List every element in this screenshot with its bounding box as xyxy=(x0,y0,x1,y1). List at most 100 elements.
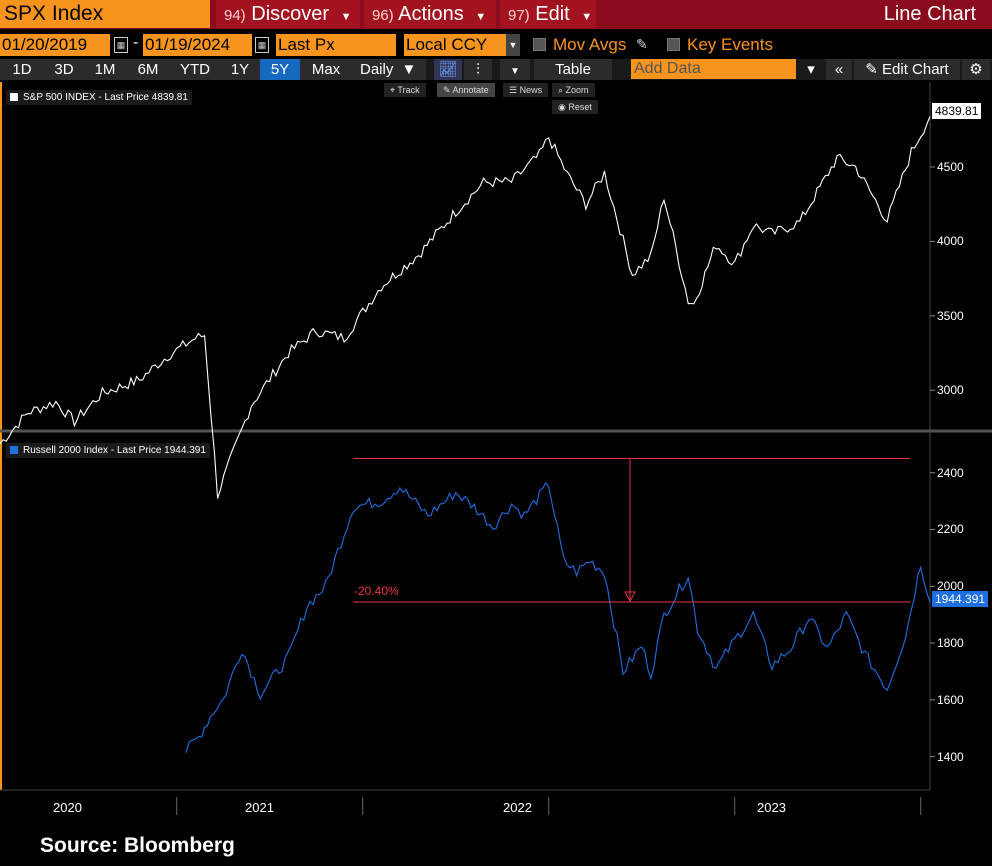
rty-y-tick-label: 1600 xyxy=(937,692,964,707)
key-events-label[interactable]: Key Events xyxy=(687,35,773,54)
chart-type-dropdown[interactable]: ▼ xyxy=(500,59,530,80)
spx-last-price-tag: 4839.81 xyxy=(932,103,982,119)
pencil-icon[interactable]: ✎ xyxy=(636,36,648,52)
actions-menu-number: 96) xyxy=(372,7,394,24)
controls-row: 01/20/2019 ▦ - 01/19/2024 ▦ Last Px Loca… xyxy=(0,34,992,58)
mov-avgs-checkbox[interactable] xyxy=(533,38,546,51)
edit-menu-number: 97) xyxy=(508,7,530,24)
period-1m[interactable]: 1M xyxy=(84,59,126,80)
rty-y-tick-label: 2200 xyxy=(937,522,964,537)
track-button[interactable]: ⌖ Track xyxy=(384,83,426,97)
edit-chart-label: Edit Chart xyxy=(882,61,949,78)
edit-chart-button[interactable]: ✎ Edit Chart xyxy=(854,59,960,80)
ohlc-icon: ⫶ xyxy=(476,61,480,78)
period-max[interactable]: Max xyxy=(300,59,352,80)
x-tick-2020: 2020 xyxy=(53,800,82,815)
chart-area[interactable] xyxy=(0,82,992,822)
news-label: News xyxy=(519,85,543,95)
chevron-down-icon: ▼ xyxy=(475,11,487,23)
spx-legend: S&P 500 INDEX - Last Price 4839.81 xyxy=(6,90,192,105)
actions-menu-label: Actions xyxy=(398,3,464,25)
pencil-icon: ✎ xyxy=(865,61,878,78)
reset-label: Reset xyxy=(568,102,592,112)
pencil-icon: ✎ xyxy=(443,85,453,95)
news-button[interactable]: ☰ News xyxy=(503,83,549,97)
collapse-button[interactable]: « xyxy=(826,59,852,80)
reset-button[interactable]: ◉ Reset xyxy=(552,100,598,114)
zoom-button[interactable]: ⌕ Zoom xyxy=(552,83,595,97)
period-ytd[interactable]: YTD xyxy=(170,59,220,80)
period-6m[interactable]: 6M xyxy=(126,59,170,80)
discover-menu-number: 94) xyxy=(224,7,246,24)
line-chart-icon: 📈︎ xyxy=(438,61,458,78)
filter-button[interactable]: ▾ xyxy=(800,59,822,80)
rty-y-tick-label: 1400 xyxy=(937,749,964,764)
annotate-button[interactable]: ✎ Annotate xyxy=(437,83,495,97)
add-data-input[interactable]: Add Data xyxy=(631,59,796,79)
chevron-down-icon: ▼ xyxy=(508,40,518,50)
spx-y-tick-label: 4000 xyxy=(937,234,964,249)
spx-price-line xyxy=(0,116,931,499)
calendar-icon[interactable]: ▦ xyxy=(114,37,128,53)
drawdown-label: -20.40% xyxy=(354,584,399,598)
reset-icon: ◉ xyxy=(558,102,569,112)
start-date-input[interactable]: 01/20/2019 xyxy=(0,34,110,56)
filter-icon: ▾ xyxy=(807,61,815,78)
bar-chart-button[interactable]: ⫶ xyxy=(464,59,492,80)
end-date-input[interactable]: 01/19/2024 xyxy=(143,34,252,56)
rty-y-tick-label: 2400 xyxy=(937,465,964,480)
drawdown-arrow-head xyxy=(624,591,636,603)
frequency-select[interactable]: Daily ▼ xyxy=(352,59,426,80)
x-tick-2022: 2022 xyxy=(503,800,532,815)
security-field[interactable]: SPX Index xyxy=(0,0,210,28)
edit-menu[interactable]: 97) Edit ▼ xyxy=(500,0,596,28)
rty-last-price-tag: 1944.391 xyxy=(932,591,989,607)
zoom-label: Zoom xyxy=(565,85,589,95)
rty-legend-swatch xyxy=(10,446,18,454)
title-bar: SPX Index 94) Discover ▼ 96) Actions ▼ 9… xyxy=(0,0,992,29)
spx-y-tick-label: 4500 xyxy=(937,159,964,174)
view-title: Line Chart xyxy=(883,3,976,25)
discover-menu[interactable]: 94) Discover ▼ xyxy=(216,0,360,28)
chevron-down-icon: ▼ xyxy=(401,61,417,78)
news-icon: ☰ xyxy=(509,85,520,95)
chevron-down-icon: ▼ xyxy=(581,11,593,23)
x-tick-2023: 2023 xyxy=(757,800,786,815)
magnifier-icon: ⌕ xyxy=(558,85,566,95)
source-footer: Source: Bloomberg xyxy=(40,834,235,857)
period-3d[interactable]: 3D xyxy=(44,59,84,80)
rty-legend-text: Russell 2000 Index - Last Price 1944.391 xyxy=(23,445,206,456)
spx-y-tick-label: 3000 xyxy=(937,383,964,398)
table-button[interactable]: Table xyxy=(534,59,612,80)
field-select[interactable]: Last Px xyxy=(276,34,396,56)
frequency-label: Daily xyxy=(360,61,394,78)
x-tick-2021: 2021 xyxy=(245,800,274,815)
actions-menu[interactable]: 96) Actions ▼ xyxy=(364,0,496,28)
rty-price-line xyxy=(185,481,931,753)
edit-menu-label: Edit xyxy=(535,3,570,25)
double-chevron-left-icon: « xyxy=(834,61,844,78)
rty-y-tick-label: 2000 xyxy=(937,579,964,594)
calendar-icon[interactable]: ▦ xyxy=(255,37,269,53)
spx-legend-text: S&P 500 INDEX - Last Price 4839.81 xyxy=(23,92,188,103)
date-separator: - xyxy=(133,34,139,51)
gear-icon: ⚙ xyxy=(969,61,983,78)
spx-plot xyxy=(0,116,935,499)
annotate-label: Annotate xyxy=(452,85,489,95)
settings-button[interactable]: ⚙ xyxy=(962,59,990,80)
chevron-down-icon: ▼ xyxy=(340,11,352,23)
mov-avgs-label[interactable]: Mov Avgs xyxy=(553,35,627,54)
rty-y-tick-label: 1800 xyxy=(937,636,964,651)
chevron-down-icon: ▼ xyxy=(510,66,520,77)
currency-dropdown-button[interactable]: ▼ xyxy=(506,34,520,56)
period-5y[interactable]: 5Y xyxy=(260,59,300,80)
toolbar: 1D 3D 1M 6M YTD 1Y 5Y Max Daily ▼ 📈︎ ⫶ ▼… xyxy=(0,59,992,80)
period-1y[interactable]: 1Y xyxy=(220,59,260,80)
key-events-checkbox[interactable] xyxy=(667,38,680,51)
currency-select[interactable]: Local CCY xyxy=(404,34,506,56)
track-label: Track xyxy=(397,85,420,95)
rty-plot xyxy=(185,458,935,758)
period-1d[interactable]: 1D xyxy=(0,59,44,80)
spx-y-tick-label: 3500 xyxy=(937,308,964,323)
line-chart-button[interactable]: 📈︎ xyxy=(434,59,462,80)
